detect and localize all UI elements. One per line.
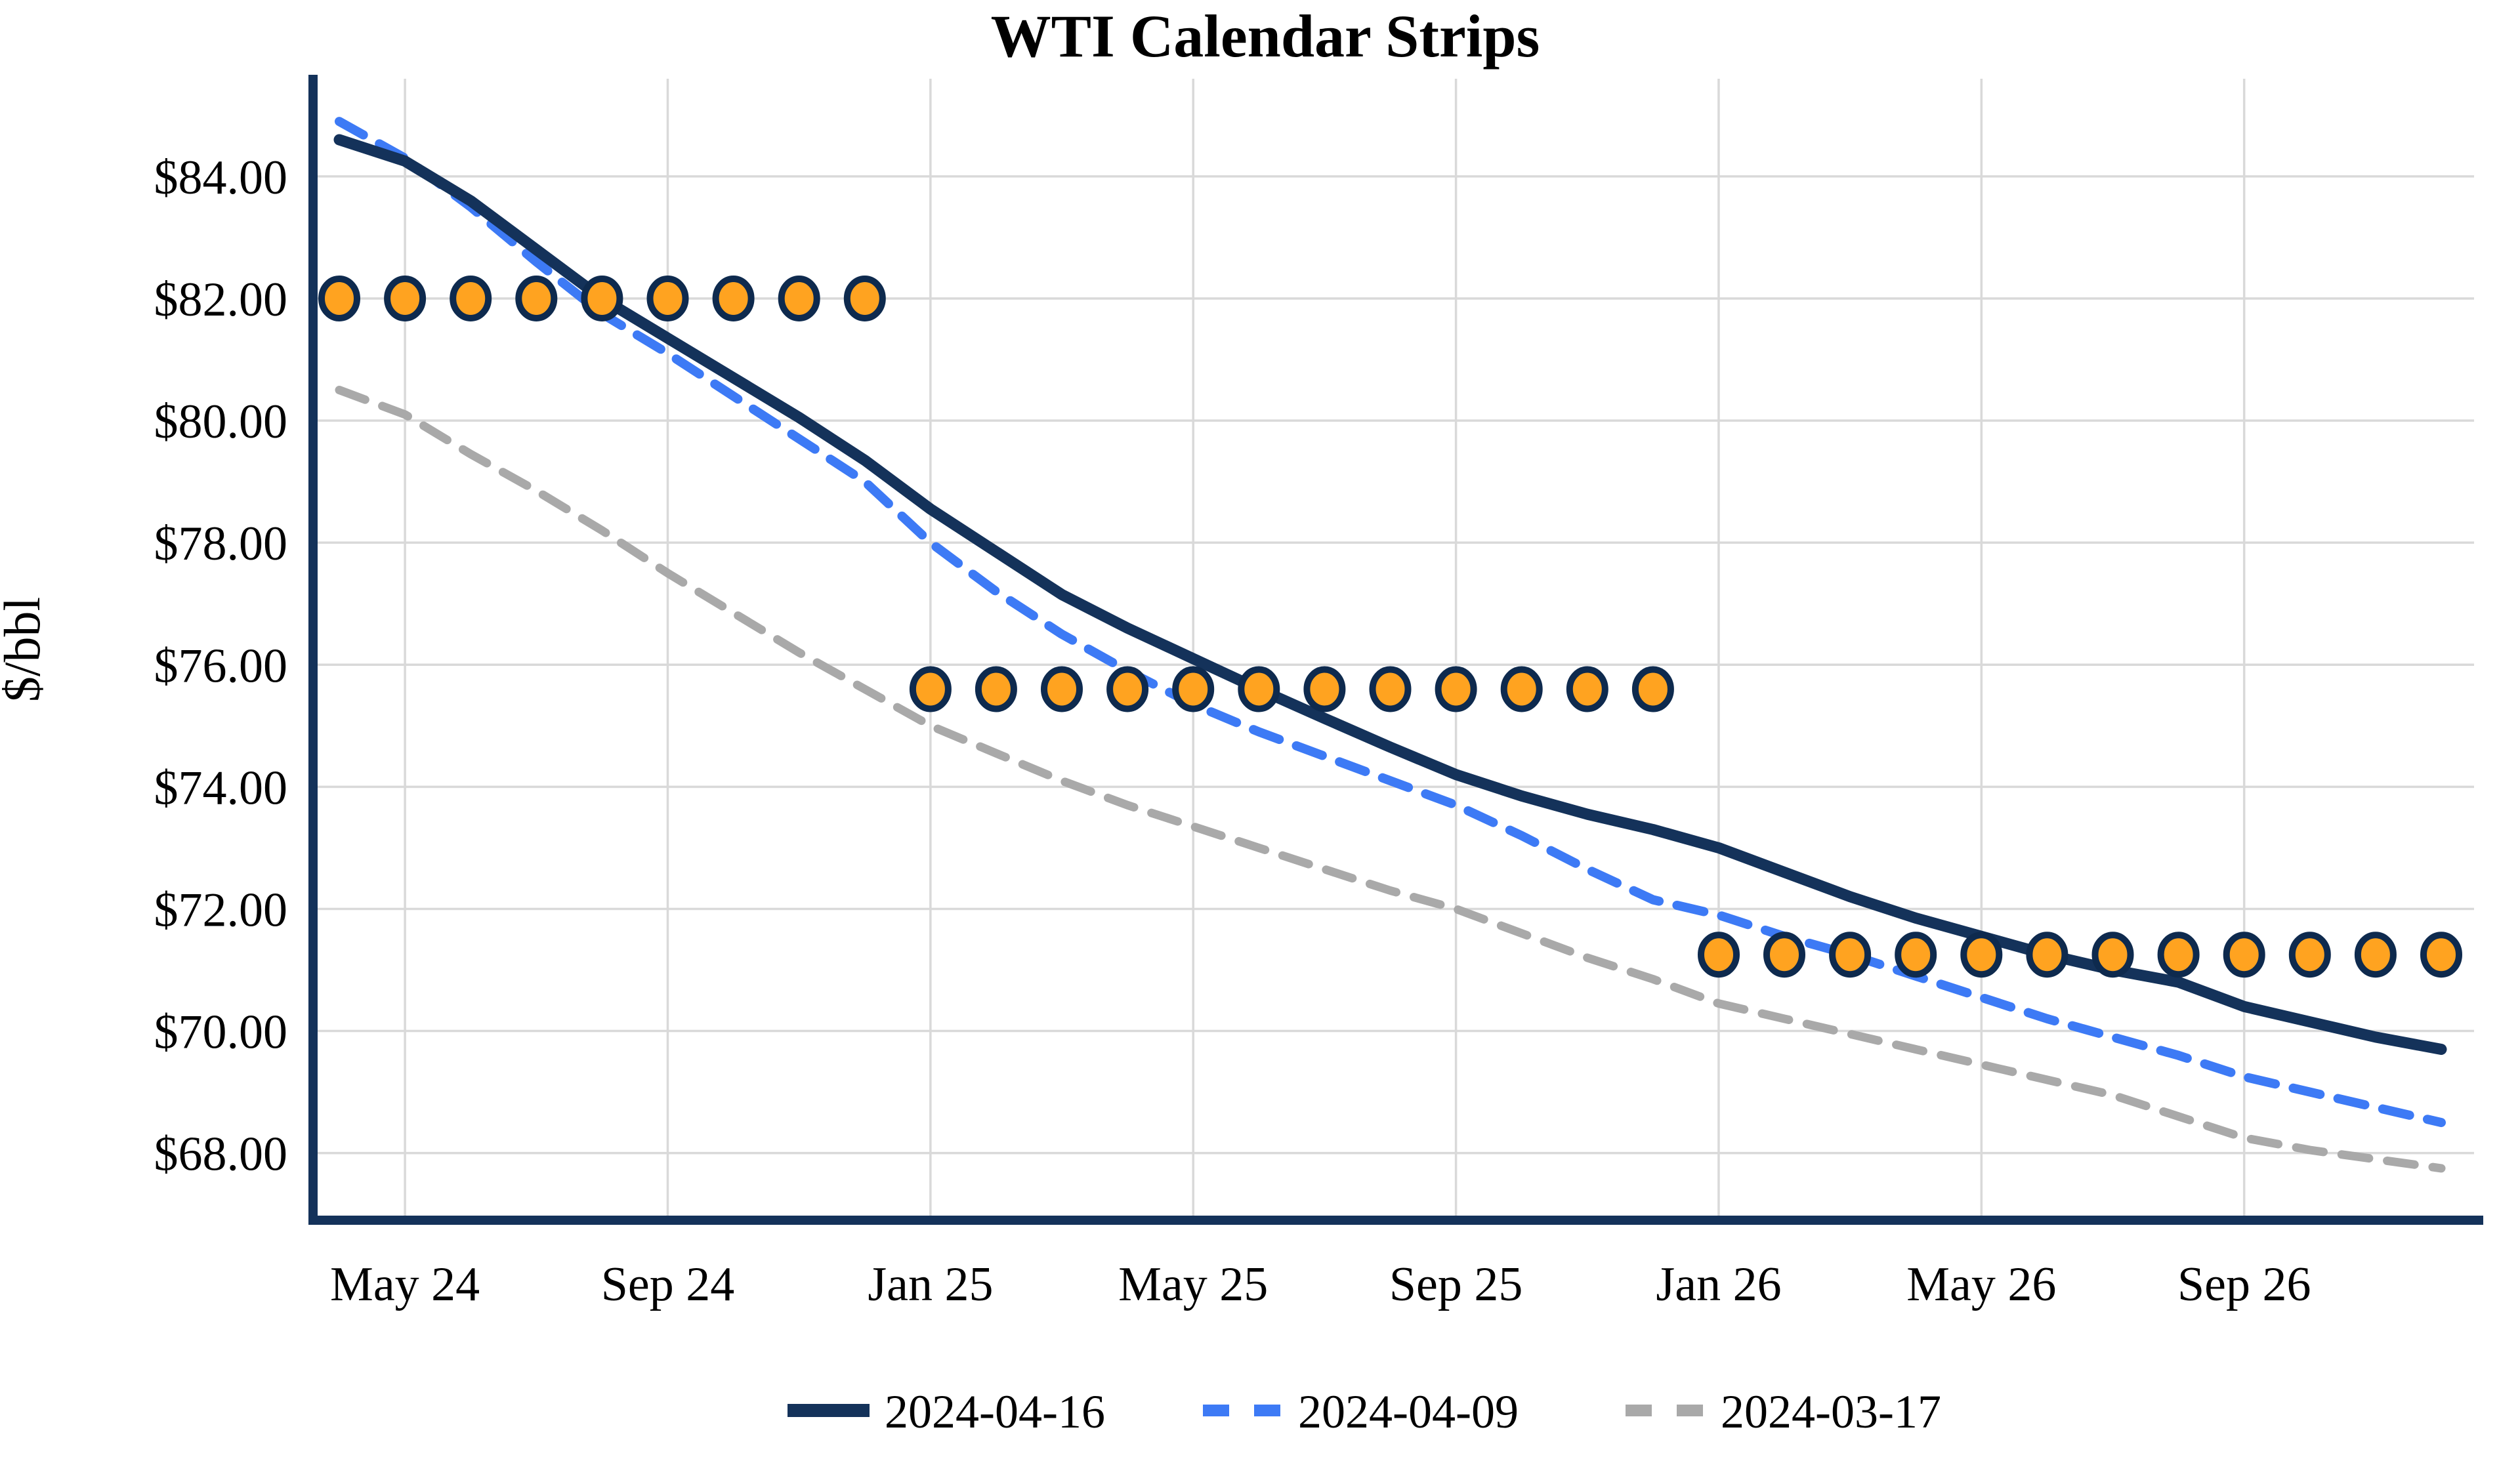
y-tick-label: $78.00 [154,517,288,571]
x-tick-label: Sep 24 [601,1258,735,1311]
x-tick-label: Jan 26 [1656,1258,1781,1311]
legend-label: 2024-03-17 [1721,1386,1941,1438]
data-point-marker [1829,932,1872,978]
y-tick-label: $80.00 [154,395,288,449]
data-point-marker [2354,932,2397,978]
legend-item-2024-04-09: 2024-04-09 [1203,1386,1519,1438]
grid-layer [313,79,2474,1220]
y-tick-label: $82.00 [154,273,288,327]
y-axis-label: $/bbl [0,597,51,702]
series-line-2024-03-17 [335,386,2446,1173]
data-point-marker [1895,932,1937,978]
data-point-marker [2420,932,2462,978]
y-tick-label: $72.00 [154,884,288,937]
data-point-marker [2091,932,2134,978]
y-tick-label: $76.00 [154,639,288,693]
x-tick-label: May 26 [1906,1258,2056,1311]
data-point-marker [1172,666,1215,712]
legend-item-2024-03-17: 2024-03-17 [1626,1386,1941,1438]
data-point-marker [1500,666,1543,712]
data-point-marker [2223,932,2265,978]
series-line-2024-04-16 [333,134,2447,1055]
data-point-marker [646,276,689,321]
data-point-marker [712,276,755,321]
data-point-marker [450,276,492,321]
x-tick-label: Sep 26 [2177,1258,2311,1311]
data-point-marker [2288,932,2331,978]
x-tick-label: Sep 25 [1389,1258,1523,1311]
2025-calendar-strip-dots [909,666,1674,712]
data-point-marker [843,276,886,321]
data-point-marker [1698,932,1740,978]
legend: 2024-04-16 2024-04-09 2024-03-17 [788,1386,1941,1438]
data-point-marker [1566,666,1608,712]
data-point-marker [2157,932,2200,978]
data-point-marker [1763,932,1805,978]
strip-markers-layer [318,276,2462,978]
x-tick-label: Jan 25 [868,1258,993,1311]
data-point-marker [909,666,952,712]
x-tick-label: May 25 [1118,1258,1268,1311]
legend-label: 2024-04-09 [1298,1386,1519,1438]
data-point-marker [581,276,623,321]
data-point-marker [1238,666,1280,712]
series-line-2024-04-09 [335,117,2446,1128]
data-point-marker [1369,666,1412,712]
data-point-marker [1041,666,1083,712]
data-point-marker [384,276,427,321]
2024-calendar-strip-dots [318,276,886,321]
2026-calendar-strip-dots [1698,932,2462,978]
chart-title: WTI Calendar Strips [991,3,1540,70]
data-point-marker [778,276,820,321]
data-point-marker [1960,932,2003,978]
legend-item-2024-04-16: 2024-04-16 [788,1386,1105,1438]
data-point-marker [1106,666,1149,712]
axis-layer [308,75,2483,1225]
data-point-marker [515,276,558,321]
y-tick-label: $84.00 [154,151,288,205]
x-tick-label: May 24 [330,1258,480,1311]
y-tick-label: $68.00 [154,1128,288,1182]
y-tick-label: $74.00 [154,761,288,815]
data-point-marker [318,276,360,321]
data-point-marker [2026,932,2068,978]
tick-label-layer: May 24 Sep 24 Jan 25 May 25 Sep 25 Jan 26 May … [154,151,2311,1311]
series-layer [333,117,2447,1173]
legend-label: 2024-04-16 [885,1386,1105,1438]
data-point-marker [1435,666,1477,712]
y-tick-label: $70.00 [154,1006,288,1059]
data-point-marker [1631,666,1674,712]
data-point-marker [1303,666,1346,712]
data-point-marker [975,666,1017,712]
